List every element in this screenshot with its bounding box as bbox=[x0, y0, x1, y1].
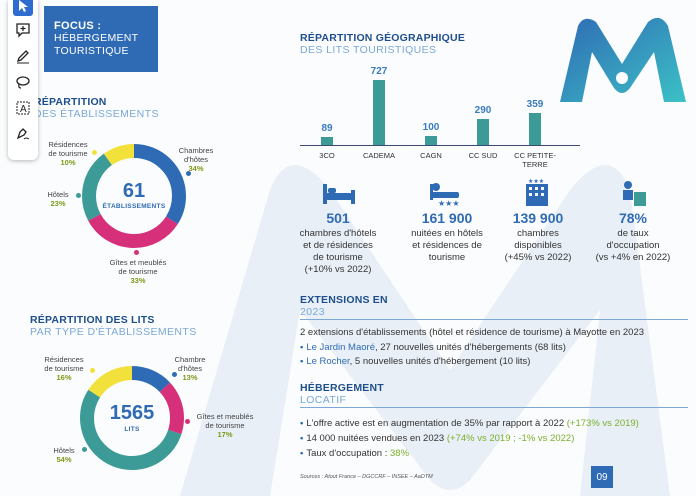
lits-donut-slice-3 bbox=[80, 366, 184, 470]
bed-icon bbox=[323, 184, 355, 204]
extensions-subtitle: 2023 bbox=[300, 306, 325, 318]
focus-title-block: FOCUS : HÉBERGEMENT TOURISTIQUE bbox=[44, 6, 158, 72]
kpi-text-2: nuitées en hôtels et résidences de tourism… bbox=[411, 228, 483, 263]
comment-tool-button[interactable] bbox=[13, 20, 33, 40]
geo-bar-3 bbox=[477, 119, 489, 145]
geo-bar-category-0: 3CO bbox=[319, 151, 335, 160]
lits-label-hotels: Hôtels 54% bbox=[53, 446, 75, 464]
svg-text:★★★: ★★★ bbox=[438, 199, 460, 206]
sign-tool-button[interactable] bbox=[13, 124, 33, 144]
kpi-text-3: chambres disponibles (+45% vs 2022) bbox=[504, 228, 572, 263]
lasso-icon bbox=[16, 76, 30, 89]
select-arrow-icon bbox=[19, 0, 28, 12]
geo-bar-value-1: 727 bbox=[370, 66, 388, 77]
geo-bar-value-2: 100 bbox=[422, 122, 440, 134]
etab-label-chambres: Chambres d'hôtes 34% bbox=[178, 146, 214, 173]
geo-bar-value-0: 89 bbox=[321, 123, 333, 135]
kpi-value-2: 161 900 bbox=[421, 210, 473, 226]
hebergement-item-3: • Taux d'occupation : 38% bbox=[300, 448, 410, 459]
etab-dot-residences bbox=[92, 150, 97, 155]
etab-donut-slice-3 bbox=[82, 144, 186, 248]
kpi-value-4: 78% bbox=[618, 210, 648, 226]
hebergement-subtitle: LOCATIF bbox=[300, 394, 347, 406]
kpi-text-1: chambres d'hôtels et de résidences de tour… bbox=[299, 228, 377, 275]
etab-donut-chart bbox=[82, 144, 186, 248]
kpi-value-1: 501 bbox=[326, 210, 350, 226]
lits-total: 1565 bbox=[109, 402, 155, 424]
hebergement-item-2: • 14 000 nuitées vendues en 2023 (+74% vs… bbox=[300, 433, 575, 444]
lits-label-gites: Gîtes et meublés de tourisme 17% bbox=[196, 412, 254, 439]
etab-total: 61 bbox=[122, 180, 146, 202]
geo-bar-2 bbox=[425, 136, 437, 145]
extensions-item-1: • Le Jardin Maoré, 27 nouvelles unités d'… bbox=[300, 342, 566, 353]
lits-dot-chambre bbox=[172, 372, 177, 377]
etab-label-residences: Résidences de tourisme 10% bbox=[48, 140, 88, 167]
kpi-value-3: 139 900 bbox=[512, 210, 564, 226]
lits-donut-slice-1 bbox=[80, 366, 184, 470]
etab-subtitle: DES ÉTABLISSEMENTS bbox=[34, 108, 159, 120]
kpi-text-4: de taux d'occupation (vs +4% en 2022) bbox=[595, 228, 671, 263]
lits-total-label: LITS bbox=[124, 426, 140, 433]
text-box-icon: A bbox=[16, 101, 30, 115]
geo-title: RÉPARTITION GÉOGRAPHIQUE bbox=[300, 32, 466, 44]
lits-label-chambre: Chambre d'hôtes 13% bbox=[174, 355, 206, 382]
etab-total-label: ÉTABLISSEMENTS bbox=[102, 203, 166, 210]
building-icon: ★★★ bbox=[526, 178, 548, 206]
lits-donut-slice-2 bbox=[80, 366, 184, 470]
hotel-stars-icon: ★★★ bbox=[430, 183, 460, 206]
geo-bar-1 bbox=[373, 80, 385, 145]
etab-dot-gites bbox=[134, 250, 139, 255]
page-number: 09 bbox=[591, 466, 613, 488]
sources-note: Sources : Atout France – DGCCRF – INSEE … bbox=[300, 474, 433, 480]
etab-dot-hotels bbox=[76, 193, 81, 198]
focus-title-line1: FOCUS : bbox=[54, 20, 102, 32]
lits-subtitle: PAR TYPE D'ÉTABLISSEMENTS bbox=[30, 326, 197, 338]
geo-bar-0 bbox=[321, 137, 333, 145]
lits-dot-gites bbox=[185, 419, 190, 424]
lits-label-residences: Résidences de tourisme 16% bbox=[44, 355, 84, 382]
geo-bar-4 bbox=[529, 112, 541, 145]
receptionist-icon bbox=[623, 181, 646, 206]
geo-bar-value-4: 359 bbox=[526, 98, 544, 110]
lits-title: RÉPARTITION DES LITS bbox=[30, 314, 155, 326]
etab-donut-slice-2 bbox=[82, 144, 186, 248]
etab-donut-slice-1 bbox=[82, 144, 186, 248]
hebergement-divider bbox=[300, 407, 688, 408]
add-comment-icon bbox=[16, 23, 30, 38]
hebergement-title: HÉBERGEMENT bbox=[300, 382, 384, 394]
hebergement-item-1: • L'offre active est en augmentation de 3… bbox=[300, 418, 639, 429]
lits-dot-hotels bbox=[82, 447, 87, 452]
select-tool-button[interactable] bbox=[13, 0, 33, 16]
extensions-item-2: • Le Rocher, 5 nouvelles unités d'héberge… bbox=[300, 356, 531, 367]
geo-chart-axis bbox=[300, 145, 580, 146]
annotation-toolbar: A bbox=[8, 0, 38, 160]
geo-bar-category-2: CAGN bbox=[420, 151, 442, 160]
geo-bar-category-4: CC PETITE- TERRE bbox=[514, 151, 556, 169]
draw-tool-button[interactable] bbox=[13, 46, 33, 66]
text-tool-button[interactable]: A bbox=[13, 98, 33, 118]
extensions-divider bbox=[300, 319, 688, 320]
etab-label-gites: Gîtes et meublés de tourisme 33% bbox=[109, 258, 167, 285]
geo-bar-category-3: CC SUD bbox=[468, 151, 498, 160]
lasso-tool-button[interactable] bbox=[13, 72, 33, 92]
etab-dot-chambres bbox=[186, 171, 191, 176]
lits-donut-chart bbox=[80, 366, 184, 470]
geo-bar-value-3: 290 bbox=[474, 105, 492, 117]
mayotte-logo bbox=[560, 17, 686, 102]
focus-title-line2: HÉBERGEMENT bbox=[54, 32, 139, 44]
geo-bar-category-1: CADEMA bbox=[362, 151, 396, 160]
extensions-intro: 2 extensions d'établissements (hôtel et … bbox=[300, 327, 645, 338]
etab-label-hotels: Hôtels 23% bbox=[47, 190, 69, 208]
background-m-watermark bbox=[180, 165, 670, 496]
extensions-title: EXTENSIONS EN bbox=[300, 294, 388, 306]
focus-title-line3: TOURISTIQUE bbox=[54, 45, 129, 57]
pen-icon bbox=[16, 50, 29, 64]
signature-icon bbox=[16, 128, 30, 140]
etab-title: RÉPARTITION bbox=[34, 96, 107, 108]
lits-dot-residences bbox=[90, 368, 95, 373]
svg-text:A: A bbox=[20, 104, 27, 115]
geo-subtitle: DES LITS TOURISTIQUES bbox=[300, 44, 437, 56]
svg-text:★★★: ★★★ bbox=[528, 178, 544, 185]
